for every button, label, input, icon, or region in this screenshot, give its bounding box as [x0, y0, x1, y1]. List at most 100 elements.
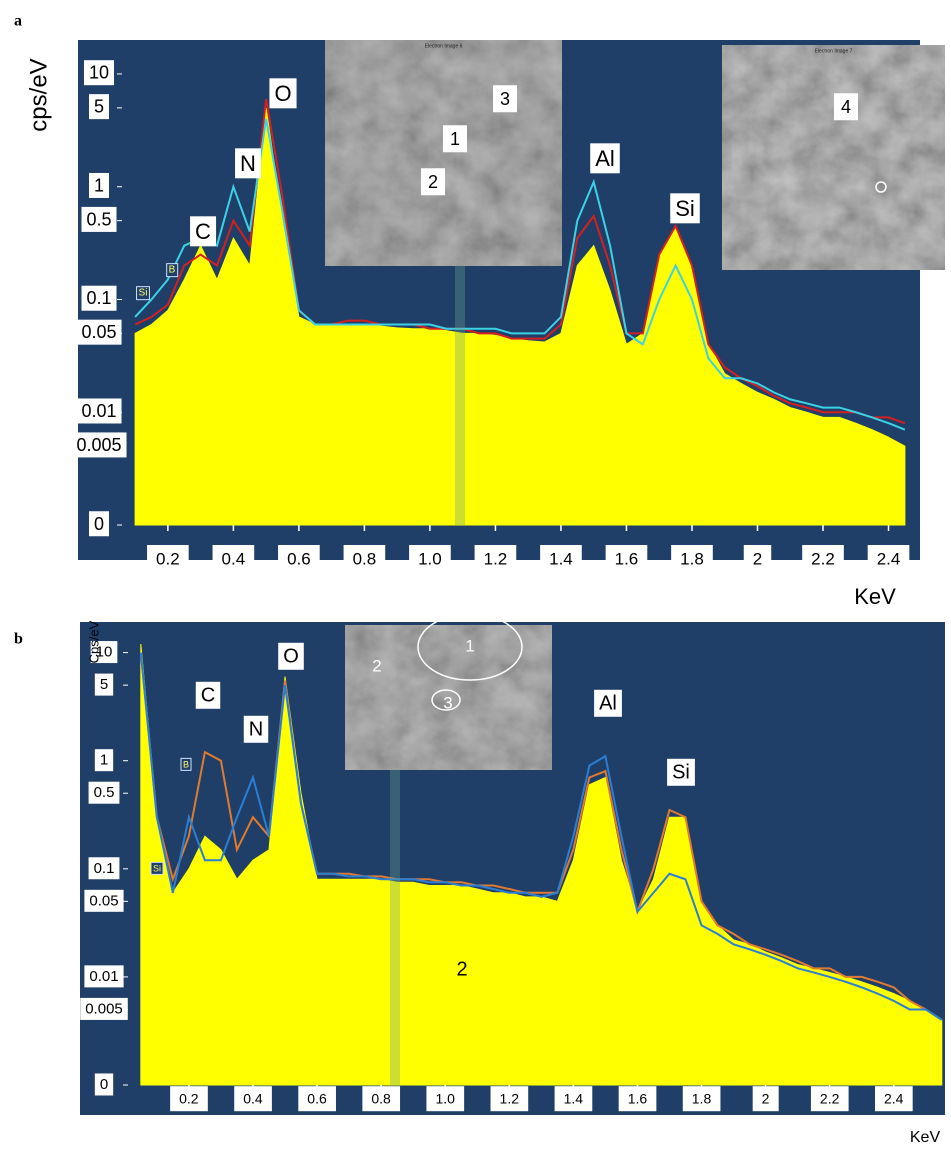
inset-label: 3 [500, 89, 510, 109]
x-tick-label: 0.8 [371, 1091, 391, 1107]
label-box [554, 1086, 593, 1112]
label-box [71, 432, 127, 458]
sem-texture [325, 40, 562, 266]
label-box [235, 148, 261, 179]
peak-label: B [169, 265, 176, 276]
peak-label: Al [595, 146, 615, 171]
label-box [810, 1086, 849, 1112]
label-box [875, 1086, 913, 1112]
label-box [81, 206, 117, 232]
label-box [80, 997, 128, 1020]
y-tick-label: 0.05 [81, 322, 116, 342]
spectrum-area [134, 107, 906, 526]
y-tick-label: 0.01 [81, 401, 116, 421]
label-box [278, 642, 304, 670]
y-tick-label: 1 [94, 175, 104, 195]
energy-marker [390, 625, 400, 1085]
peak-label: O [283, 645, 299, 667]
x-tick-label: 2.4 [884, 1091, 904, 1107]
label-box [136, 286, 150, 301]
label-box [83, 60, 115, 86]
peak-label: N [249, 718, 263, 740]
x-tick-label: 1.8 [692, 1091, 712, 1107]
x-tick-label: 0.2 [156, 549, 180, 568]
label-box [420, 168, 446, 196]
y-tick-label: 0.01 [89, 968, 118, 985]
label-box [540, 544, 582, 573]
x-tick-label: 1.8 [680, 549, 704, 568]
label-box [84, 889, 124, 912]
label-box [442, 125, 468, 153]
x-axis-title: KeV [910, 1129, 941, 1146]
panel-label: b [14, 631, 23, 648]
x-tick-label: 0.8 [353, 549, 377, 568]
label-box [90, 641, 118, 664]
x-tick-label: 2.2 [820, 1091, 840, 1107]
inset-label: 2 [428, 172, 438, 192]
label-box [166, 263, 179, 278]
peak-label: Si [672, 761, 690, 783]
x-tick-label: 0.4 [243, 1091, 263, 1107]
x-tick-label: 1.2 [500, 1091, 520, 1107]
label-box [195, 681, 221, 709]
inset-label: 4 [841, 97, 851, 117]
region-outline [431, 689, 461, 711]
region-outline [417, 613, 523, 681]
label-box [492, 85, 518, 113]
x-tick-label: 2 [753, 549, 762, 568]
sem-texture [722, 45, 945, 270]
label-box [212, 544, 255, 573]
label-box [670, 193, 700, 224]
label-box [671, 544, 713, 573]
x-tick-label: 1.6 [628, 1091, 648, 1107]
label-box [426, 1086, 465, 1112]
peak-label: Al [599, 692, 617, 714]
y-tick-label: 0.5 [86, 209, 111, 229]
label-box [81, 285, 117, 311]
label-box [94, 749, 114, 772]
y-tick-label: 1 [100, 752, 108, 769]
inset-label: 2 [372, 656, 381, 675]
x-tick-label: 2 [762, 1091, 770, 1107]
region-outline [875, 181, 887, 193]
x-tick-label: 0.2 [179, 1091, 199, 1107]
y-tick-label: 0.1 [94, 860, 115, 877]
label-box [594, 689, 622, 717]
label-box [278, 544, 320, 573]
x-tick-label: 2.2 [811, 549, 835, 568]
x-tick-label: 1.2 [484, 549, 508, 568]
y-tick-label: 0.005 [76, 435, 121, 455]
y-tick-label: 10 [89, 63, 109, 83]
y-tick-label: 0.05 [89, 892, 118, 909]
label-box [76, 398, 122, 424]
x-tick-label: 1.4 [549, 549, 573, 568]
energy-marker [455, 40, 465, 525]
inset-label: 1 [465, 636, 474, 655]
y-tick-label: 0 [94, 514, 104, 534]
label-box [409, 544, 451, 573]
label-box [147, 544, 189, 573]
peak-label: N [240, 151, 256, 176]
inset-label: 3 [443, 693, 452, 712]
x-tick-label: 1.6 [615, 549, 639, 568]
spectrum-line [139, 652, 943, 1021]
spectrum-area [140, 643, 943, 1086]
peak-label: B [183, 759, 189, 769]
y-tick-label: 5 [100, 676, 108, 693]
label-box [190, 216, 217, 247]
sem-texture [345, 625, 552, 770]
y-tick-label: 0 [100, 1076, 108, 1093]
label-box [180, 757, 192, 771]
x-tick-label: 0.4 [222, 549, 246, 568]
peak-label: C [201, 684, 215, 706]
peak-label: Si [153, 863, 161, 873]
y-tick-label: 10 [96, 644, 113, 661]
label-box [605, 544, 648, 573]
label-box [682, 1086, 721, 1112]
label-box [243, 715, 269, 743]
spectrum-line [134, 118, 906, 431]
x-tick-label: 0.6 [287, 549, 311, 568]
label-box [802, 544, 844, 573]
